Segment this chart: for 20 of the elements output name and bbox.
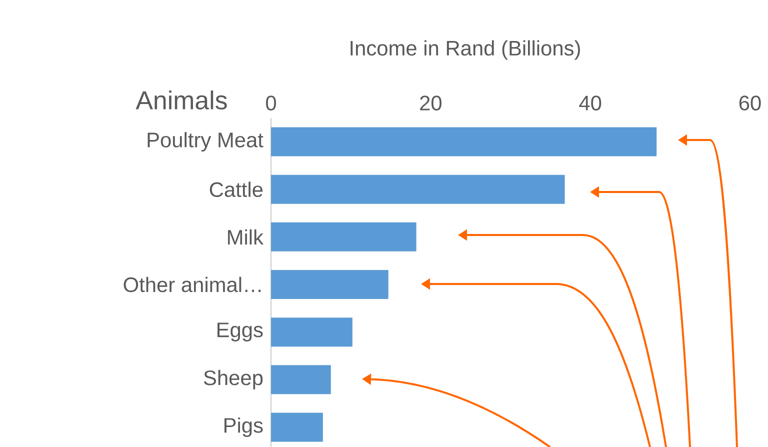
bar xyxy=(271,318,352,347)
y-tick-label: Eggs xyxy=(218,322,263,342)
bar xyxy=(271,127,657,156)
y-tick-label: Cattle xyxy=(210,182,263,198)
x-tick-label: 60 xyxy=(739,96,761,110)
y-tick-label: Pigs xyxy=(224,417,263,437)
y-axis-title: Animals xyxy=(136,90,227,110)
x-axis-title: Income in Rand (Billions) xyxy=(350,40,580,60)
bar xyxy=(271,270,388,299)
bar xyxy=(271,365,331,394)
bar xyxy=(271,412,323,442)
x-tick-label: 20 xyxy=(420,96,442,110)
x-tick-label: 0 xyxy=(266,96,276,110)
y-tick-label: Sheep xyxy=(204,370,263,390)
bar xyxy=(271,174,565,204)
y-tick-label: Milk xyxy=(228,229,264,245)
bar xyxy=(271,222,416,252)
x-tick-label: 40 xyxy=(579,96,602,110)
y-tick-label: Poultry Meat xyxy=(148,132,264,152)
y-tick-label: Other animal… xyxy=(124,276,261,292)
